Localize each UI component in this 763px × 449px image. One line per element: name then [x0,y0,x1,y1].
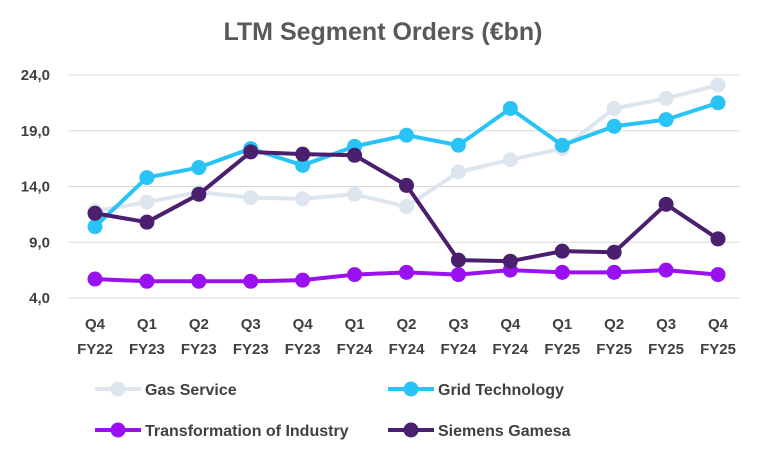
data-point [243,144,259,160]
series-transformation-of-industry [87,262,726,289]
series-gas-service [87,77,726,219]
data-point [295,146,311,162]
y-tick-label: 4,0 [29,290,50,307]
data-point [347,267,363,283]
data-point [347,147,363,163]
data-point [502,253,518,269]
data-point [450,164,466,180]
x-tick-label-year: FY22 [77,341,113,358]
x-tick-label-quarter: Q1 [552,316,572,333]
x-tick-label-quarter: Q3 [241,316,261,333]
x-tick-label-year: FY25 [648,341,684,358]
legend-label: Transformation of Industry [145,423,349,440]
data-point [399,127,414,143]
data-point [710,77,726,93]
series-grid-technology [87,95,726,235]
x-tick-label-year: FY24 [337,341,374,358]
x-tick-label-quarter: Q3 [448,316,468,333]
data-point [87,219,103,235]
data-point [710,231,726,247]
data-point [243,273,259,289]
y-tick-label: 9,0 [29,234,50,251]
data-point [295,191,311,207]
x-tick-label-quarter: Q1 [137,316,157,333]
x-tick-label-year: FY25 [596,341,632,358]
data-point [191,186,207,202]
x-axis-ticks: Q4 FY22 Q1 FY23 Q2 FY23 Q3 FY23 Q4 FY23 Q1 FY24 Q2 FY… [77,316,736,358]
legend-marker [110,381,126,397]
data-point [139,170,155,186]
series-siemens-gamesa [87,144,726,269]
x-tick-label-year: FY23 [129,341,165,358]
data-point [658,90,674,106]
data-point [554,243,570,259]
y-tick-label: 19,0 [21,123,50,140]
data-point [295,157,311,173]
legend-marker [403,422,419,438]
y-tick-label: 24,0 [21,67,50,84]
data-point [139,273,155,289]
x-tick-label-quarter: Q2 [396,316,416,333]
data-point [502,152,518,168]
data-point [450,252,466,268]
data-point [710,95,726,111]
data-point [243,190,259,206]
legend-marker [403,381,419,397]
legend-item: Siemens Gamesa [388,422,571,440]
x-tick-label-quarter: Q2 [189,316,209,333]
data-point [554,137,570,153]
data-point [606,244,622,260]
x-tick-label-year: FY25 [700,341,736,358]
x-tick-label-year: FY23 [285,341,321,358]
legend: Gas Service Grid Technology Transformation… [95,381,571,440]
legend-label: Siemens Gamesa [438,423,571,440]
x-tick-label-year: FY25 [544,341,580,358]
data-point [87,205,103,221]
data-point [139,214,155,230]
data-point [347,186,363,202]
x-tick-label-quarter: Q4 [708,316,729,333]
legend-item: Transformation of Industry [95,422,349,440]
data-point [139,194,155,210]
x-tick-label-year: FY23 [233,341,269,358]
data-point [191,273,207,289]
legend-item: Gas Service [95,381,237,399]
data-point [710,267,726,283]
data-point [658,262,674,278]
legend-item: Grid Technology [388,381,564,399]
x-tick-label-quarter: Q4 [85,316,106,333]
data-point [399,264,414,280]
data-point [606,100,622,116]
x-tick-label-quarter: Q1 [345,316,365,333]
data-point [399,177,414,193]
chart-title: LTM Segment Orders (€bn) [223,18,542,46]
data-point [658,112,674,128]
series-lines [87,77,726,289]
legend-marker [110,422,126,438]
data-point [87,271,103,287]
x-tick-label-quarter: Q3 [656,316,676,333]
x-tick-label-quarter: Q2 [604,316,624,333]
y-tick-label: 14,0 [21,179,50,196]
x-tick-label-quarter: Q4 [500,316,521,333]
data-point [450,137,466,153]
x-tick-label-quarter: Q4 [293,316,314,333]
x-tick-label-year: FY24 [389,341,426,358]
data-point [606,264,622,280]
data-point [606,118,622,134]
x-tick-label-year: FY24 [492,341,529,358]
y-axis-ticks: 4,0 9,0 14,0 19,0 24,0 [21,67,50,307]
data-point [399,199,414,215]
data-point [554,264,570,280]
legend-label: Gas Service [145,382,237,399]
data-point [450,267,466,283]
x-tick-label-year: FY23 [181,341,217,358]
x-tick-label-year: FY24 [440,341,477,358]
data-point [502,100,518,116]
data-point [658,196,674,212]
data-point [295,272,311,288]
data-point [191,160,207,176]
legend-label: Grid Technology [438,382,564,399]
